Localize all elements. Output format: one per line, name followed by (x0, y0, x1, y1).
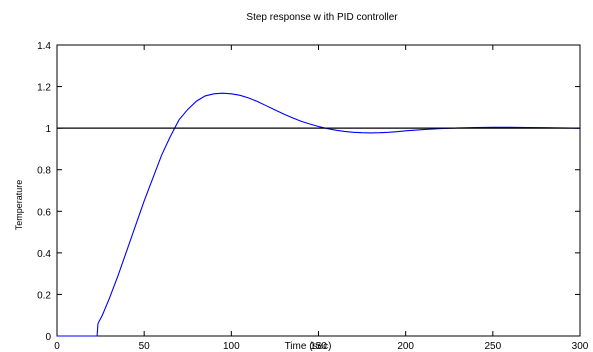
y-tick-label: 1.2 (37, 83, 51, 94)
y-axis-label: Temperature (14, 180, 24, 231)
plot-area (56, 44, 581, 337)
y-tick-label: 0.2 (37, 290, 51, 301)
y-tick-label: 0.4 (37, 249, 51, 260)
x-tick-label: 200 (397, 341, 414, 352)
x-tick-label: 250 (484, 341, 501, 352)
y-tick-label: 1.4 (37, 41, 51, 52)
x-axis-ticks: 0 50 100 150 200 250 300 (54, 45, 589, 352)
y-tick-label: 0 (45, 332, 51, 343)
x-axis-label: Time (sec) (285, 341, 332, 352)
x-tick-label: 300 (572, 341, 589, 352)
x-tick-label: 100 (223, 341, 240, 352)
y-axis-ticks: 0 0.2 0.4 0.6 0.8 1 1.2 1.4 (37, 41, 580, 343)
chart-title: Step response w ith PID controller (246, 12, 398, 23)
x-tick-label: 150 (310, 341, 327, 352)
x-tick-label: 0 (54, 341, 60, 352)
series-group (57, 92, 581, 337)
y-tick-label: 1 (45, 124, 51, 135)
x-tick-label: 50 (139, 341, 151, 352)
y-tick-label: 0.6 (37, 207, 51, 218)
y-tick-label: 0.8 (37, 166, 51, 177)
